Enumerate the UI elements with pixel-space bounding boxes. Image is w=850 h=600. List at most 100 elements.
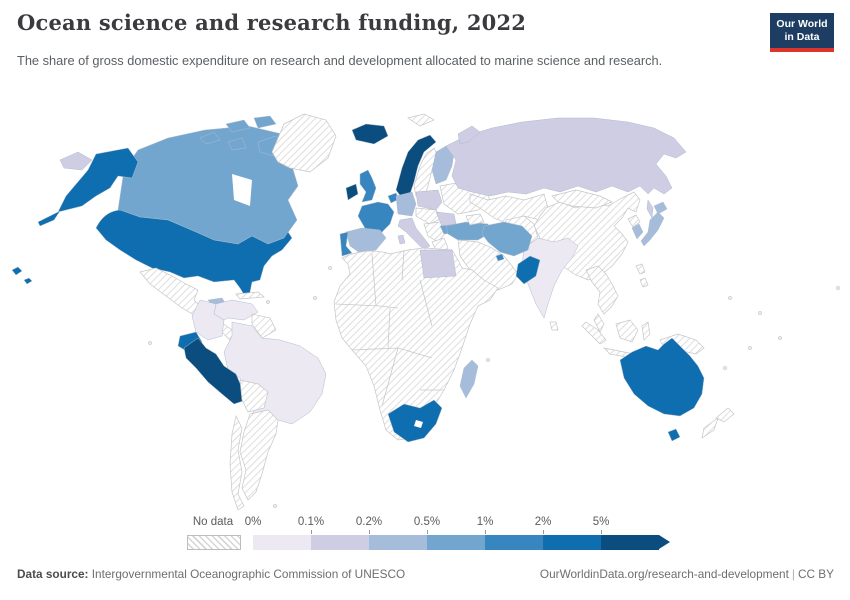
region-saudi-arabia[interactable]: [457, 239, 519, 291]
country-canada-island[interactable]: [253, 115, 277, 129]
country-poland[interactable]: [415, 189, 443, 211]
country-kuwait[interactable]: [495, 253, 505, 262]
legend-tick: [311, 530, 312, 534]
region-caucasus[interactable]: [465, 213, 485, 226]
country-canada-island[interactable]: [227, 137, 247, 151]
legend-bin-swatch[interactable]: [427, 535, 485, 550]
country-italy[interactable]: [397, 217, 431, 251]
chart-footer: Data source: Intergovernmental Oceanogra…: [17, 567, 834, 581]
country-ireland[interactable]: [345, 183, 359, 201]
country-south-africa[interactable]: [387, 399, 443, 443]
footer-links: OurWorldinData.org/research-and-developm…: [540, 567, 834, 581]
country-new-zealand-south[interactable]: [701, 417, 719, 439]
country-iceland[interactable]: [351, 123, 389, 145]
country-south-korea[interactable]: [631, 223, 644, 240]
region-central-europe[interactable]: [415, 207, 443, 225]
legend-stop-label: 0%: [244, 516, 262, 528]
legend-stop-label: 5%: [592, 516, 610, 528]
legend-stop-label: 0.2%: [355, 516, 383, 528]
region-svalbard[interactable]: [407, 113, 435, 127]
footer-separator: |: [791, 567, 795, 581]
country-north-korea[interactable]: [627, 214, 641, 228]
country-mongolia[interactable]: [551, 189, 613, 209]
country-russia-chukotka[interactable]: [59, 151, 93, 171]
country-usa[interactable]: [95, 209, 293, 299]
country-indonesia-sulawesi[interactable]: [641, 321, 651, 341]
country-indonesia-sumatra[interactable]: [581, 321, 607, 345]
legend-tick: [601, 530, 602, 534]
country-portugal[interactable]: [339, 231, 353, 257]
country-argentina[interactable]: [239, 409, 279, 501]
legend-stop-label: 1%: [476, 516, 494, 528]
country-new-zealand-north[interactable]: [715, 407, 735, 423]
country-bolivia[interactable]: [239, 379, 269, 413]
country-uk[interactable]: [359, 169, 377, 203]
country-russia[interactable]: [445, 117, 687, 197]
region-guyana[interactable]: [251, 313, 277, 339]
country-russia-novaya-zemlya[interactable]: [457, 125, 481, 145]
hudson-bay: [232, 174, 252, 206]
country-italy-sardinia[interactable]: [397, 234, 406, 245]
country-philippines[interactable]: [635, 263, 646, 275]
legend-tick: [427, 530, 428, 534]
license-link[interactable]: CC BY: [797, 567, 834, 581]
country-iran[interactable]: [481, 221, 533, 257]
country-usa-hawaii[interactable]: [23, 277, 33, 285]
country-sri-lanka[interactable]: [549, 321, 559, 331]
country-russia-sakhalin[interactable]: [646, 199, 654, 219]
legend-tick: [369, 530, 370, 534]
small-islands: [148, 266, 840, 508]
country-japan[interactable]: [640, 211, 665, 247]
country-india[interactable]: [521, 237, 579, 319]
country-madagascar[interactable]: [459, 359, 479, 399]
country-australia-tasmania[interactable]: [667, 428, 681, 442]
lesotho-cutout: [414, 420, 423, 428]
country-usa-aleutians[interactable]: [37, 210, 61, 227]
country-oman[interactable]: [515, 255, 541, 285]
legend-bin-swatch[interactable]: [369, 535, 427, 550]
owid-logo[interactable]: Our World in Data: [770, 13, 834, 53]
data-source: Data source: Intergovernmental Oceanogra…: [17, 567, 405, 581]
country-brazil[interactable]: [223, 321, 327, 427]
country-canada-island[interactable]: [225, 119, 251, 133]
country-australia[interactable]: [619, 337, 705, 417]
country-cuba[interactable]: [235, 291, 265, 300]
country-spain[interactable]: [345, 227, 387, 254]
legend-bin-swatch[interactable]: [311, 535, 369, 550]
country-germany[interactable]: [395, 191, 417, 217]
country-indonesia-borneo[interactable]: [615, 319, 639, 343]
legend-bin-swatch[interactable]: [485, 535, 543, 550]
legend-stop-label: 0.1%: [297, 516, 325, 528]
owid-link[interactable]: OurWorldinData.org/research-and-developm…: [539, 567, 789, 581]
data-source-value: Intergovernmental Oceanographic Commissi…: [91, 567, 406, 581]
legend-no-data-swatch[interactable]: [187, 535, 241, 550]
choropleth-svg: [11, 113, 840, 511]
legend-bin-swatch[interactable]: [253, 535, 311, 550]
legend-bin-swatch[interactable]: [543, 535, 601, 550]
legend-stop-label: 2%: [534, 516, 552, 528]
legend-no-data-label: No data: [192, 516, 234, 528]
legend-tick: [543, 530, 544, 534]
country-usa-hawaii[interactable]: [11, 266, 23, 276]
chart-subtitle: The share of gross domestic expenditure …: [17, 53, 663, 68]
region-se-asia[interactable]: [585, 265, 619, 315]
country-usa-alaska[interactable]: [57, 147, 139, 213]
map-legend: No data 0% 0.1% 0.2% 0.5% 1% 2% 5%: [0, 514, 850, 560]
data-source-label: Data source:: [17, 567, 89, 581]
legend-arrow: [659, 535, 670, 549]
owid-logo-line2: in Data: [784, 31, 820, 44]
country-japan-hokkaido[interactable]: [653, 201, 668, 215]
country-venezuela[interactable]: [213, 299, 259, 321]
owid-logo-line1: Our World: [776, 18, 828, 30]
world-map: [0, 108, 850, 514]
africa-internal-borders: [335, 249, 444, 407]
country-egypt[interactable]: [419, 249, 457, 279]
legend-tick: [485, 530, 486, 534]
country-france[interactable]: [357, 201, 395, 235]
country-canada-island[interactable]: [199, 131, 221, 145]
country-philippines[interactable]: [639, 277, 649, 288]
country-chile[interactable]: [229, 414, 245, 511]
country-greenland[interactable]: [271, 113, 337, 173]
legend-bin-swatch[interactable]: [601, 535, 659, 550]
